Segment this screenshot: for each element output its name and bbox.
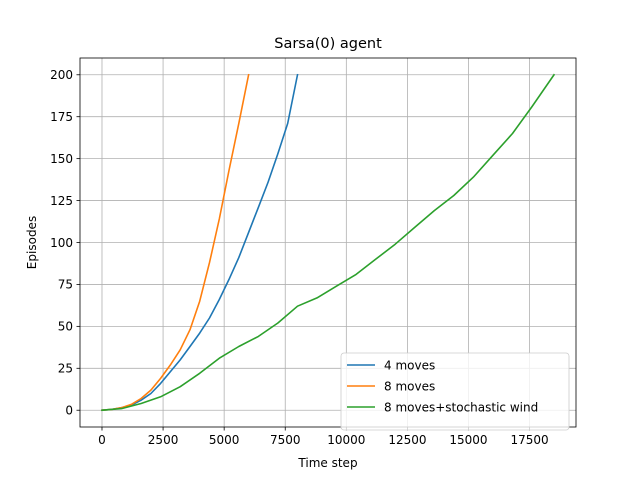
y-tick-label: 200 xyxy=(50,68,73,82)
x-tick-label: 12500 xyxy=(388,433,426,447)
legend-label-8-moves: 8 moves xyxy=(384,379,435,393)
y-tick-label: 100 xyxy=(50,236,73,250)
chart-title: Sarsa(0) agent xyxy=(274,36,382,52)
y-tick-label: 125 xyxy=(50,194,73,208)
x-tick-label: 5000 xyxy=(209,433,240,447)
x-tick-label: 7500 xyxy=(270,433,301,447)
y-tick-label: 50 xyxy=(58,320,73,334)
series-lines xyxy=(101,73,556,412)
legend-label-8-moves-stochastic-wind: 8 moves+stochastic wind xyxy=(384,400,538,414)
legend-box xyxy=(340,352,570,431)
y-tick-label: 175 xyxy=(50,110,73,124)
y-tick-label: 75 xyxy=(58,278,73,292)
axis-ticks: 0 2500 5000 7500 10000 12500 15000 17500 0 25 50 75… xyxy=(50,68,549,447)
y-tick-label: 25 xyxy=(58,362,73,376)
legend: 4 moves 8 moves 8 moves+stochastic wind xyxy=(340,352,570,431)
x-tick-label: 10000 xyxy=(327,433,365,447)
y-tick-label: 150 xyxy=(50,152,73,166)
y-tick-label: 0 xyxy=(65,404,73,418)
series-line-8-moves xyxy=(101,73,250,412)
x-tick-label: 17500 xyxy=(510,433,548,447)
x-axis-label: Time step xyxy=(297,456,357,470)
y-axis-label: Episodes xyxy=(25,216,39,269)
x-tick-label: 0 xyxy=(98,433,106,447)
series-line-4-moves xyxy=(101,73,299,412)
series-line-8-moves-stochastic-wind xyxy=(101,73,556,412)
x-tick-label: 2500 xyxy=(148,433,179,447)
x-tick-label: 15000 xyxy=(449,433,487,447)
legend-label-4-moves: 4 moves xyxy=(384,358,435,372)
